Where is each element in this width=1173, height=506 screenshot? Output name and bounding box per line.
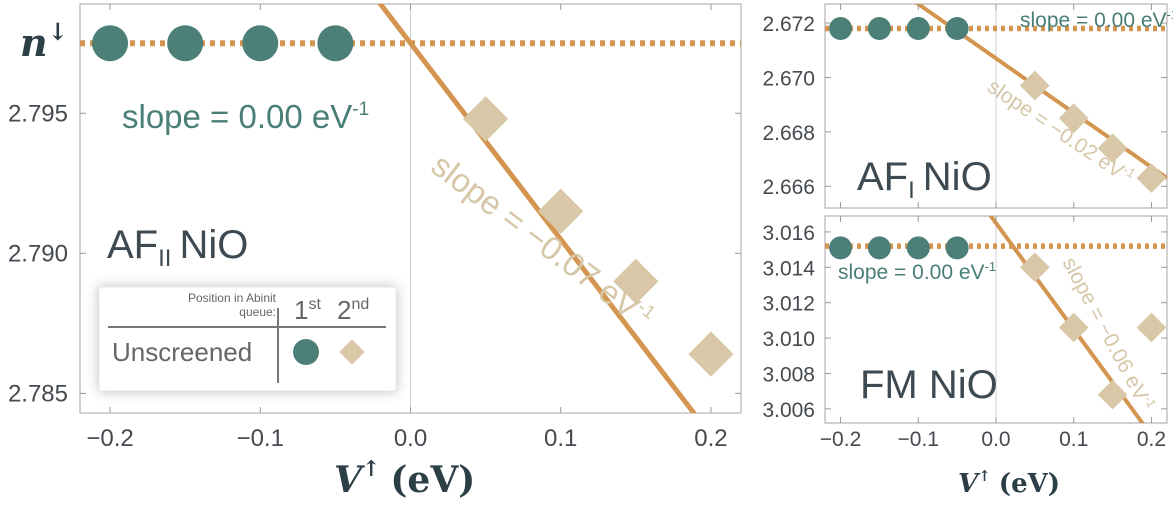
y-tick-labels: 2.785 2.790 2.795 bbox=[8, 100, 741, 407]
legend-col-second: 2nd bbox=[337, 295, 369, 325]
point-second bbox=[1136, 312, 1167, 343]
y-tick-labels: 3.006 3.008 3.010 3.012 3.014 3.016 bbox=[762, 222, 1167, 422]
y-tick-label: 3.016 bbox=[762, 222, 815, 245]
x-tick-label: −0.1 bbox=[898, 428, 939, 451]
y-tick-label: 2.785 bbox=[8, 380, 68, 407]
y-tick-label: 2.670 bbox=[762, 67, 815, 90]
x-tick-label: −0.1 bbox=[237, 425, 284, 452]
x-tick-labels: −0.2 −0.1 0.0 0.1 0.2 bbox=[86, 4, 728, 452]
point-first bbox=[867, 16, 891, 40]
slope-label-first: slope = 0.00 eV-1 bbox=[838, 259, 996, 284]
point-second bbox=[1097, 133, 1128, 164]
point-first bbox=[317, 25, 354, 62]
y-tick-label: 2.795 bbox=[8, 100, 68, 127]
point-second bbox=[1020, 252, 1050, 283]
panel-af2: −0.2 −0.1 0.0 0.1 0.2 2.785 2.790 2.795 n↓ V↑(… bbox=[8, 3, 742, 501]
panel-fm: −0.2 −0.1 0.0 0.1 0.2 3.0063.0083.0103.0123.… bbox=[762, 215, 1168, 499]
y-tick-label: 3.008 bbox=[762, 363, 815, 386]
legend-row-label: Unscreened bbox=[112, 337, 252, 367]
legend: Position in Abinit queue: 1st 2nd Unscre… bbox=[98, 286, 397, 392]
x-axis-label: V↑ (eV) bbox=[958, 467, 1060, 499]
y-tick-label: 2.666 bbox=[762, 176, 815, 199]
point-first bbox=[242, 25, 279, 62]
x-tick-label: 0.1 bbox=[1059, 428, 1088, 451]
fit-line-second bbox=[377, 4, 697, 413]
point-second bbox=[1058, 103, 1089, 134]
slope-label-first: slope = 0.00 eV-1 bbox=[122, 98, 369, 135]
panel-label: AFII NiO bbox=[107, 223, 248, 272]
point-second bbox=[1020, 70, 1050, 101]
x-axis-label: V↑ (eV) bbox=[334, 456, 475, 501]
x-tick-label: −0.2 bbox=[86, 425, 133, 452]
y-tick-label: 3.006 bbox=[762, 399, 815, 422]
y-tick-label: 2.668 bbox=[762, 122, 815, 145]
y-tick-label: 2.790 bbox=[8, 240, 68, 267]
y-tick-labels: 2.666 2.668 2.670 2.672 bbox=[762, 4, 1167, 208]
slope-label-second: slope = −0.07 eV-1 bbox=[425, 146, 660, 336]
legend-marker-second bbox=[339, 339, 365, 365]
y-tick-label: 2.672 bbox=[762, 13, 815, 36]
point-second bbox=[1097, 379, 1128, 410]
point-first bbox=[867, 236, 891, 260]
point-second bbox=[1136, 163, 1167, 193]
y-tick-label: 3.014 bbox=[762, 257, 815, 280]
x-tick-labels: −0.2 −0.1 0.0 0.1 0.2 bbox=[820, 216, 1166, 451]
point-second bbox=[1058, 312, 1089, 343]
y-tick-label: 3.012 bbox=[762, 293, 815, 316]
x-tick-label: −0.2 bbox=[820, 428, 861, 451]
point-second bbox=[688, 331, 734, 377]
legend-header: Position in Abinit bbox=[188, 291, 277, 305]
point-first bbox=[906, 236, 930, 260]
y-axis-label: n↓ bbox=[20, 17, 68, 65]
point-first bbox=[829, 16, 853, 40]
x-tick-label: 0.2 bbox=[694, 425, 727, 452]
point-first bbox=[829, 236, 853, 260]
panel-label: FM NiO bbox=[860, 363, 998, 407]
x-tick-label: 0.0 bbox=[981, 428, 1010, 451]
point-second bbox=[462, 96, 509, 142]
data-points bbox=[829, 236, 1167, 410]
slope-label-first: slope = 0.00 eV-1 bbox=[1020, 7, 1173, 32]
legend-marker-first bbox=[293, 339, 319, 365]
legend-header-2: queue: bbox=[239, 305, 276, 319]
point-first bbox=[906, 16, 930, 40]
data-points bbox=[829, 16, 1167, 193]
x-tick-label: 0.1 bbox=[544, 425, 577, 452]
panel-label: AFI NiO bbox=[857, 155, 992, 204]
point-first bbox=[92, 25, 129, 62]
y-tick-label: 3.010 bbox=[762, 328, 815, 351]
x-tick-label: 0.0 bbox=[394, 425, 427, 452]
fit-line-second bbox=[988, 216, 1145, 423]
x-tick-label: 0.2 bbox=[1137, 428, 1166, 451]
point-first bbox=[945, 16, 969, 40]
point-first bbox=[945, 236, 969, 260]
panel-af1: 2.666 2.668 2.670 2.672 slope = 0.00 eV-1 s… bbox=[762, 3, 1173, 209]
point-first bbox=[167, 25, 204, 62]
point-second bbox=[538, 188, 584, 234]
slope-label-second: slope = −0.02 eV-1 bbox=[983, 73, 1138, 189]
legend-col-first: 1st bbox=[294, 295, 321, 325]
